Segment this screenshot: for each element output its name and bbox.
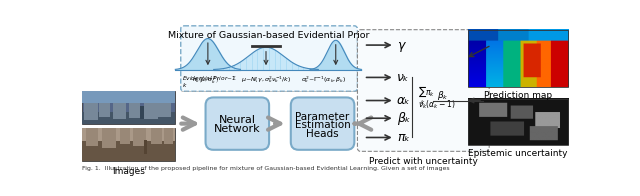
Bar [83, 128, 175, 141]
Text: $\sigma_k^2$~$\Gamma^{-1}(\alpha_k,\beta_k)$: $\sigma_k^2$~$\Gamma^{-1}(\alpha_k,\beta… [301, 74, 346, 85]
Text: γ: γ [397, 39, 404, 52]
Text: $\mu$~$N(\gamma,\sigma_k^2\nu_k^{-1}/k)$: $\mu$~$N(\gamma,\sigma_k^2\nu_k^{-1}/k)$ [241, 74, 292, 85]
Text: Epistemic uncertainty: Epistemic uncertainty [468, 149, 568, 158]
Text: $\it{k}$: $\it{k}$ [182, 81, 188, 89]
FancyBboxPatch shape [358, 30, 489, 151]
Bar [150, 128, 162, 144]
Text: Predict with uncertainty: Predict with uncertainty [369, 157, 478, 166]
Text: Neural: Neural [219, 115, 256, 125]
Bar [83, 91, 175, 103]
Text: Prediction map: Prediction map [484, 91, 552, 100]
Bar [134, 128, 146, 146]
Bar [83, 141, 175, 161]
Bar [164, 128, 173, 144]
Bar [145, 103, 158, 119]
Text: Network: Network [214, 124, 260, 134]
Text: Images: Images [113, 167, 145, 176]
Text: $\sum_k \pi_k$: $\sum_k \pi_k$ [418, 85, 435, 107]
Bar [86, 128, 98, 146]
Text: $\pi_k\left(\mu,\sigma_k^2\right)$: $\pi_k\left(\mu,\sigma_k^2\right)$ [191, 74, 218, 85]
Bar [84, 103, 98, 120]
FancyBboxPatch shape [180, 26, 358, 91]
FancyBboxPatch shape [291, 97, 355, 150]
Text: πₖ: πₖ [397, 131, 410, 144]
Text: $\beta_k$: $\beta_k$ [437, 89, 449, 102]
Text: αₖ: αₖ [397, 94, 411, 107]
Bar [467, 30, 568, 87]
Text: Mixture of Gaussian-based Evidential Prior: Mixture of Gaussian-based Evidential Pri… [168, 31, 370, 40]
FancyBboxPatch shape [205, 97, 269, 150]
Bar [140, 106, 145, 119]
Bar [83, 91, 175, 124]
Bar [83, 128, 175, 161]
Bar [113, 103, 125, 119]
Text: βₖ: βₖ [397, 112, 410, 125]
Bar [83, 112, 175, 124]
Text: Parameter: Parameter [296, 112, 349, 122]
Bar [102, 128, 116, 148]
Text: $\it{Evidential\ Prior}$~$\Sigma$: $\it{Evidential\ Prior}$~$\Sigma$ [182, 74, 237, 82]
Text: Heads: Heads [307, 129, 339, 139]
Text: Fig. 1.  Illustration of the proposed pipeline for mixture of Gaussian-based Evi: Fig. 1. Illustration of the proposed pip… [83, 166, 450, 171]
Text: $\nu_k\left(\alpha_k-1\right)$: $\nu_k\left(\alpha_k-1\right)$ [418, 99, 456, 111]
Bar [467, 99, 568, 145]
Bar [99, 103, 110, 117]
Bar [158, 103, 171, 117]
Bar [120, 128, 131, 144]
Bar [145, 140, 147, 154]
Text: Estimation: Estimation [294, 120, 351, 130]
Bar [129, 103, 140, 118]
Text: νₖ: νₖ [397, 71, 410, 84]
